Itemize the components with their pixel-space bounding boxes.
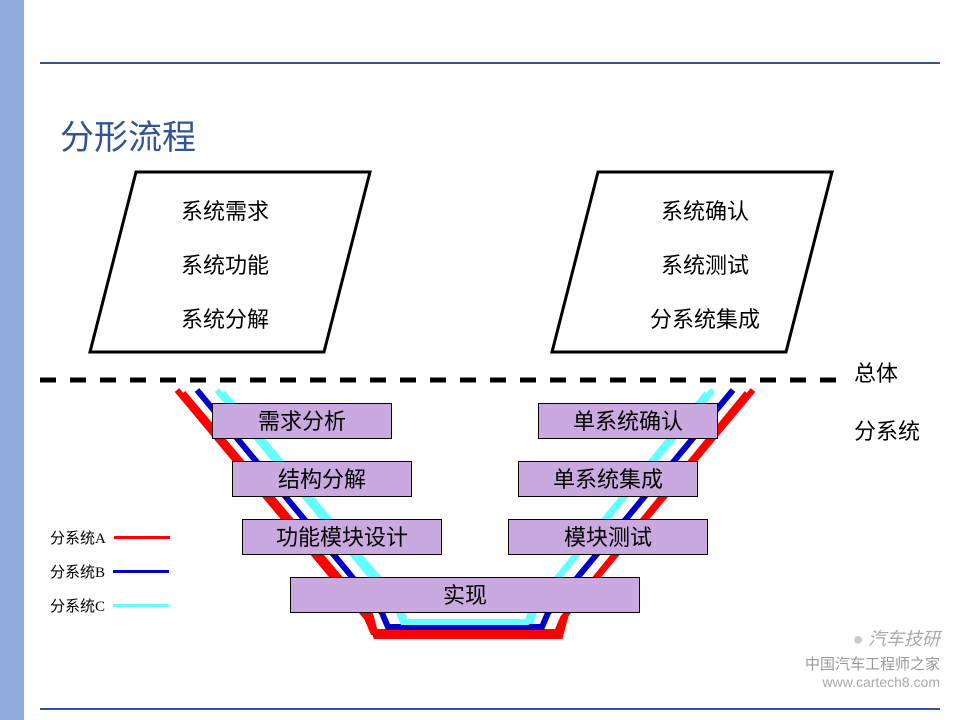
phase-right-1: 系统测试 (615, 248, 795, 280)
label-subsystem: 分系统 (854, 414, 920, 446)
box-module-test: 模块测试 (508, 519, 708, 555)
phase-left-0: 系统需求 (145, 194, 305, 226)
phase-right-0: 系统确认 (615, 194, 795, 226)
legend-row-a: 分系统A (50, 520, 170, 554)
box-sys-integ: 单系统集成 (518, 461, 698, 497)
legend-label-a: 分系统A (50, 527, 106, 548)
watermark: ● 汽车技研 中国汽车工程师之家 www.cartech8.com (805, 625, 940, 690)
label-overall: 总体 (854, 356, 898, 388)
legend-row-c: 分系统C (50, 588, 170, 622)
phase-right-2: 分系统集成 (615, 302, 795, 334)
phase-left-2: 系统分解 (145, 302, 305, 334)
legend-label-b: 分系统B (50, 561, 105, 582)
legend-label-c: 分系统C (50, 595, 105, 616)
legend-line-a (114, 536, 170, 539)
legend: 分系统A 分系统B 分系统C (50, 520, 170, 622)
box-module-design: 功能模块设计 (242, 519, 442, 555)
legend-row-b: 分系统B (50, 554, 170, 588)
box-sys-confirm: 单系统确认 (538, 403, 718, 439)
box-req-analysis: 需求分析 (212, 403, 392, 439)
box-implement: 实现 (290, 577, 640, 613)
phase-left-1: 系统功能 (145, 248, 305, 280)
box-struct-decomp: 结构分解 (232, 461, 412, 497)
watermark-url: www.cartech8.com (805, 674, 940, 690)
watermark-tagline: 中国汽车工程师之家 (805, 653, 940, 674)
watermark-brand: ● 汽车技研 (805, 625, 940, 651)
legend-line-b (113, 570, 169, 573)
legend-line-c (113, 604, 169, 607)
